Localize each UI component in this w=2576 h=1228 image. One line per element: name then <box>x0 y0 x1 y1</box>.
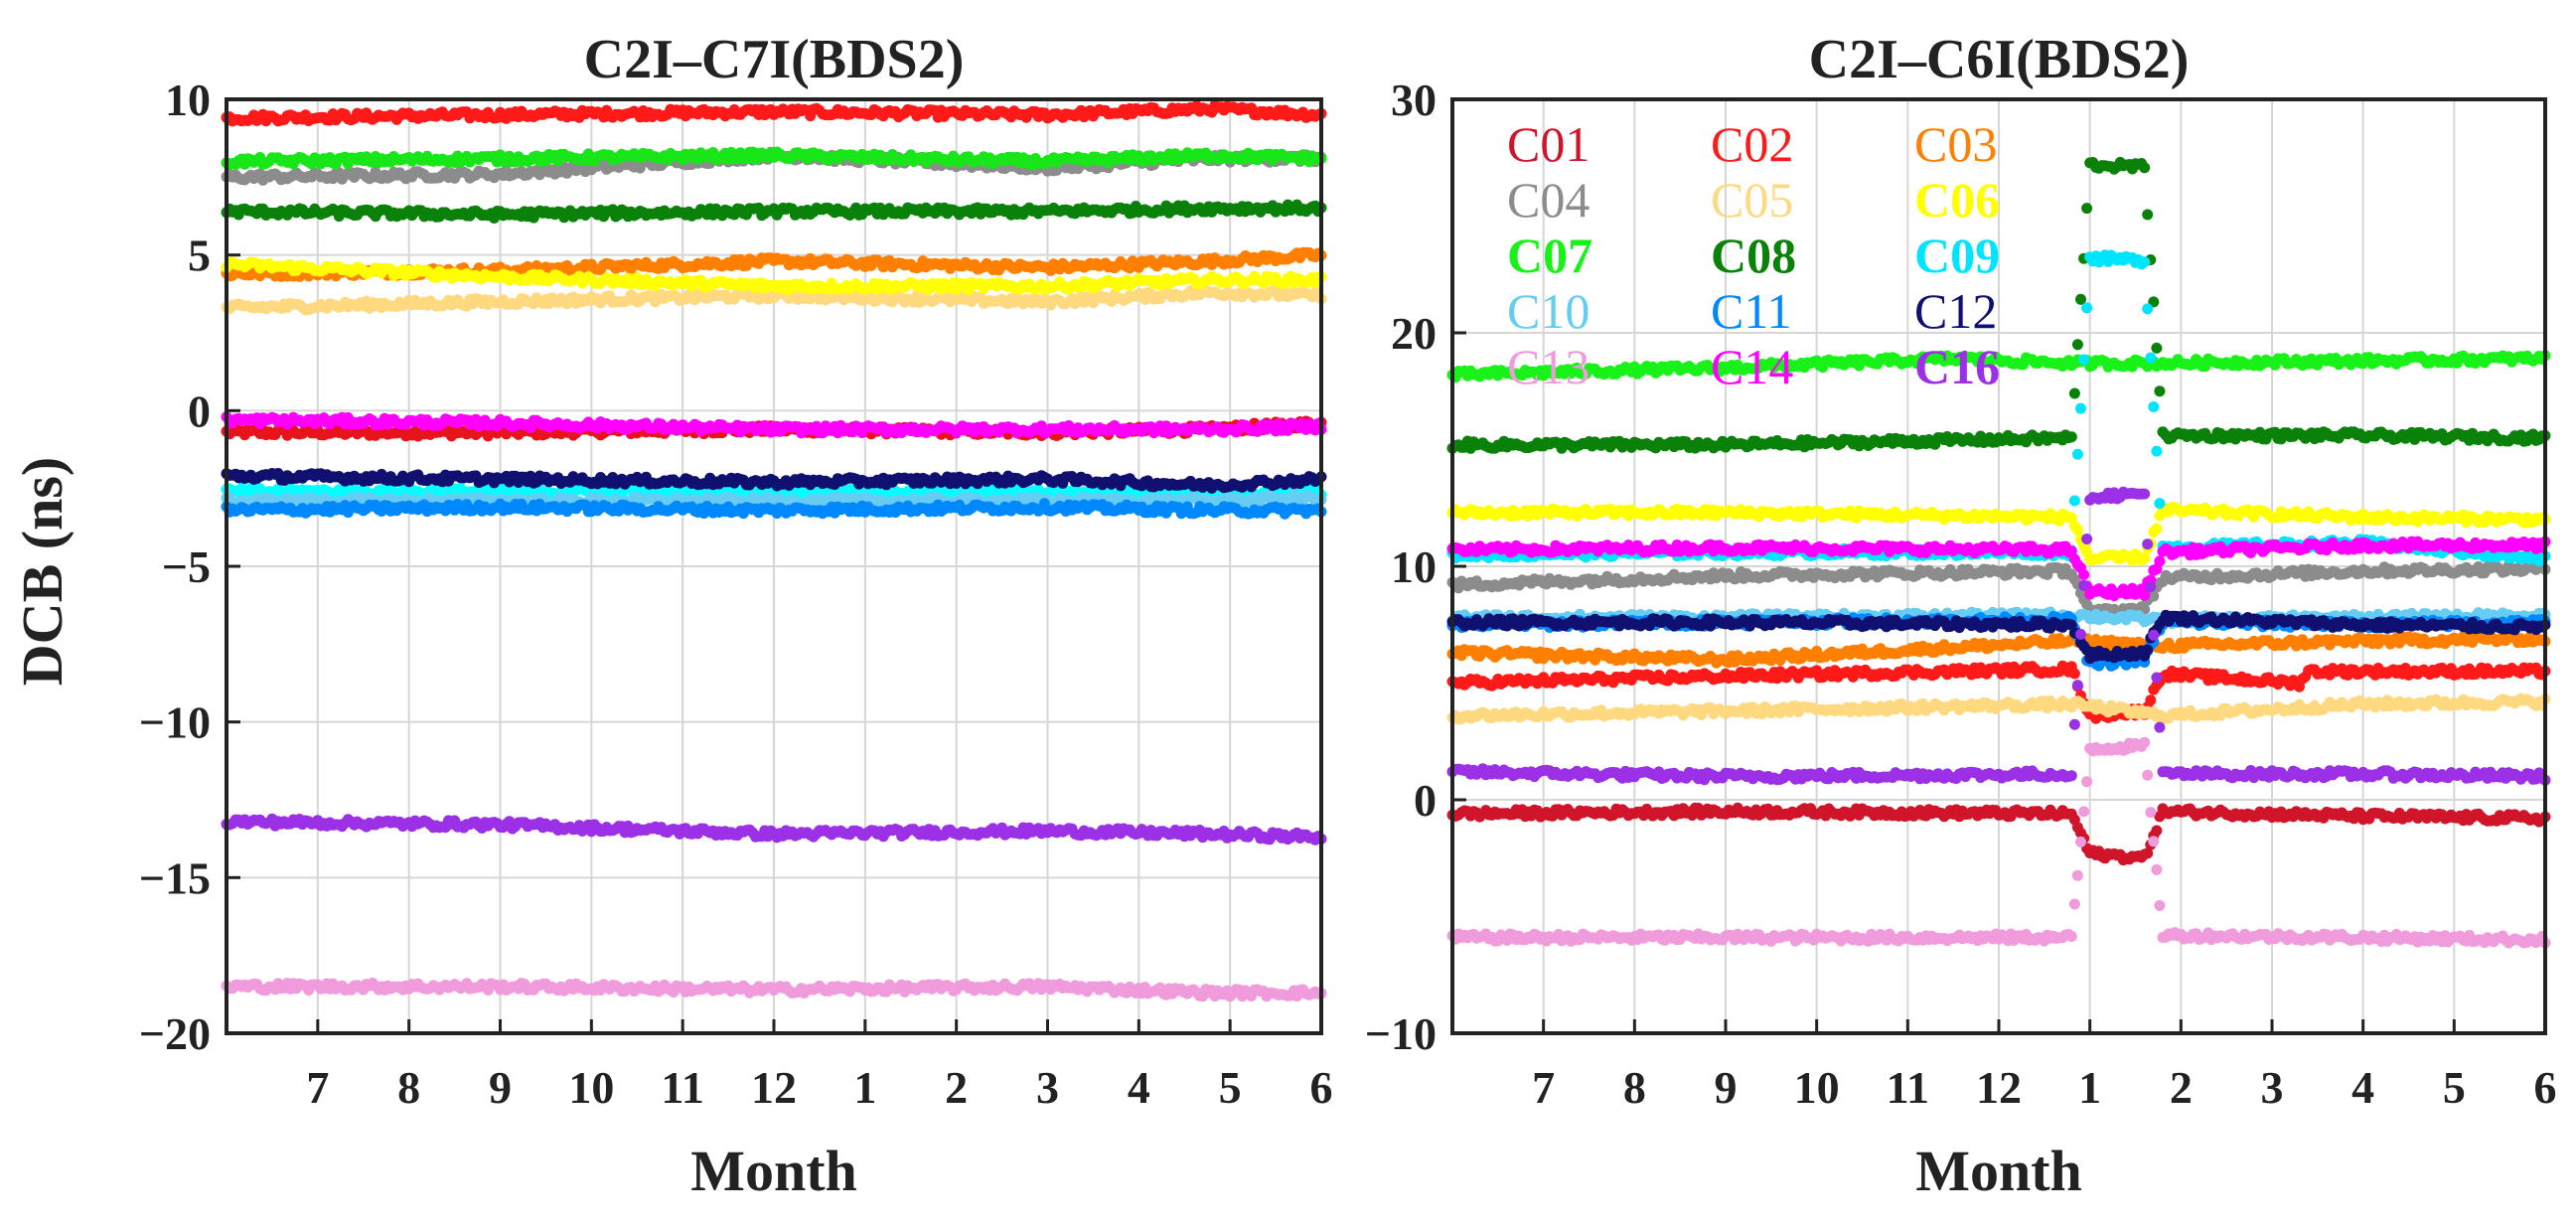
series-C02 <box>221 99 1327 127</box>
chart-title: C2I–C7I(BDS2) <box>584 29 965 90</box>
series-group <box>221 99 1327 1002</box>
chart-panel-c7i: C2I–C7I(BDS2) 7 8 9 10 11 12 1 2 3 4 5 6−20−15−10−5… <box>139 29 1333 1203</box>
grid-lines <box>227 99 1321 1033</box>
y-axis-label: DCB (ns) <box>10 457 75 686</box>
